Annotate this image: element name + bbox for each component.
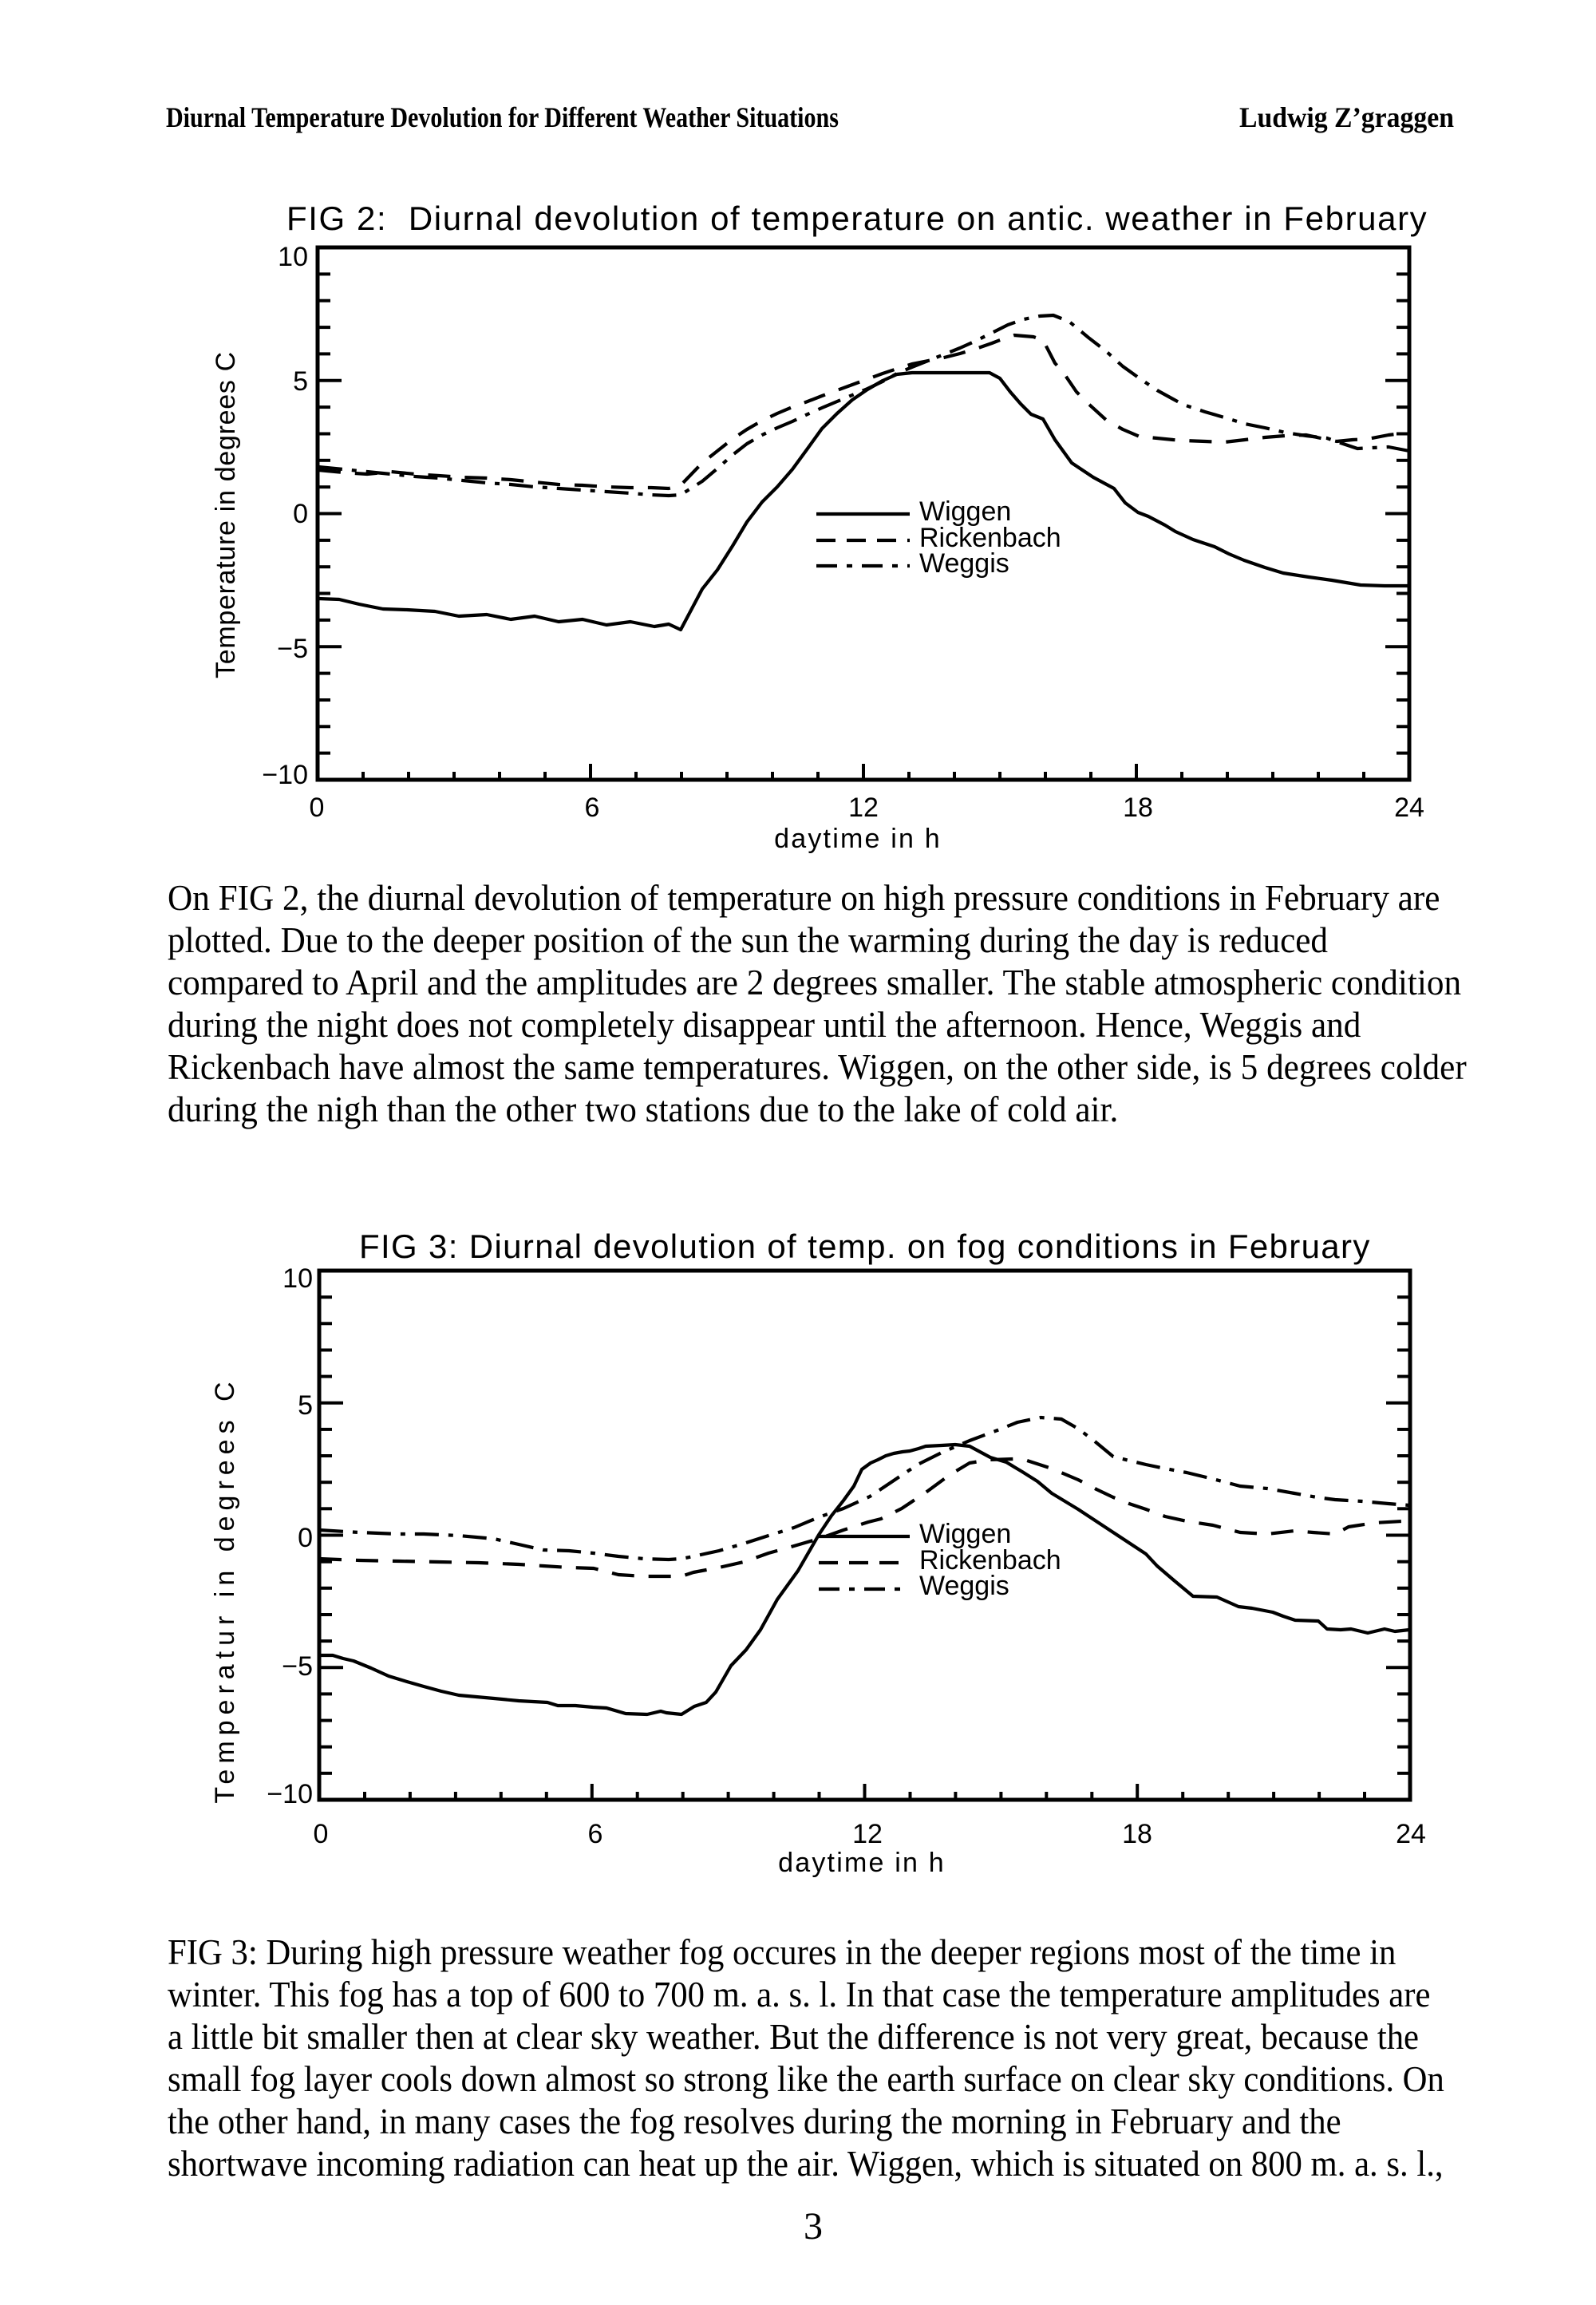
svg-text:−10: −10: [262, 760, 308, 790]
svg-text:−5: −5: [282, 1651, 313, 1682]
svg-text:Weggis: Weggis: [919, 1571, 1009, 1601]
svg-text:24: 24: [1394, 793, 1424, 823]
svg-text:12: 12: [848, 793, 879, 823]
svg-text:Wiggen: Wiggen: [919, 1519, 1011, 1549]
svg-text:18: 18: [1122, 1819, 1152, 1849]
svg-text:18: 18: [1123, 793, 1153, 823]
svg-text:FIG 2: Diurnal devolution of: FIG 2: Diurnal devolution of temperature…: [286, 200, 1428, 237]
svg-text:0: 0: [310, 793, 325, 823]
svg-text:Temperature in degrees C: Temperature in degrees C: [211, 351, 241, 678]
svg-text:Wiggen: Wiggen: [919, 496, 1011, 527]
svg-text:5: 5: [293, 366, 308, 397]
svg-text:6: 6: [585, 793, 600, 823]
svg-text:Rickenbach: Rickenbach: [919, 523, 1061, 553]
svg-text:0: 0: [293, 499, 308, 529]
svg-text:Temperatur in degrees C: Temperatur in degrees C: [210, 1376, 240, 1803]
svg-text:10: 10: [282, 1263, 313, 1294]
svg-text:−5: −5: [277, 634, 308, 664]
svg-text:0: 0: [298, 1523, 313, 1553]
svg-text:12: 12: [852, 1819, 883, 1849]
svg-text:Weggis: Weggis: [919, 548, 1009, 579]
svg-text:24: 24: [1396, 1819, 1426, 1849]
svg-text:10: 10: [278, 242, 308, 272]
svg-text:Rickenbach: Rickenbach: [919, 1545, 1061, 1576]
svg-text:daytime in h: daytime in h: [778, 1848, 946, 1878]
svg-text:5: 5: [298, 1390, 313, 1421]
svg-text:0: 0: [314, 1819, 329, 1849]
svg-text:FIG 3: Diurnal devolution of t: FIG 3: Diurnal devolution of temp. on fo…: [359, 1228, 1371, 1265]
svg-text:daytime in h: daytime in h: [774, 824, 942, 854]
svg-text:6: 6: [588, 1819, 603, 1849]
svg-text:−10: −10: [267, 1779, 313, 1809]
